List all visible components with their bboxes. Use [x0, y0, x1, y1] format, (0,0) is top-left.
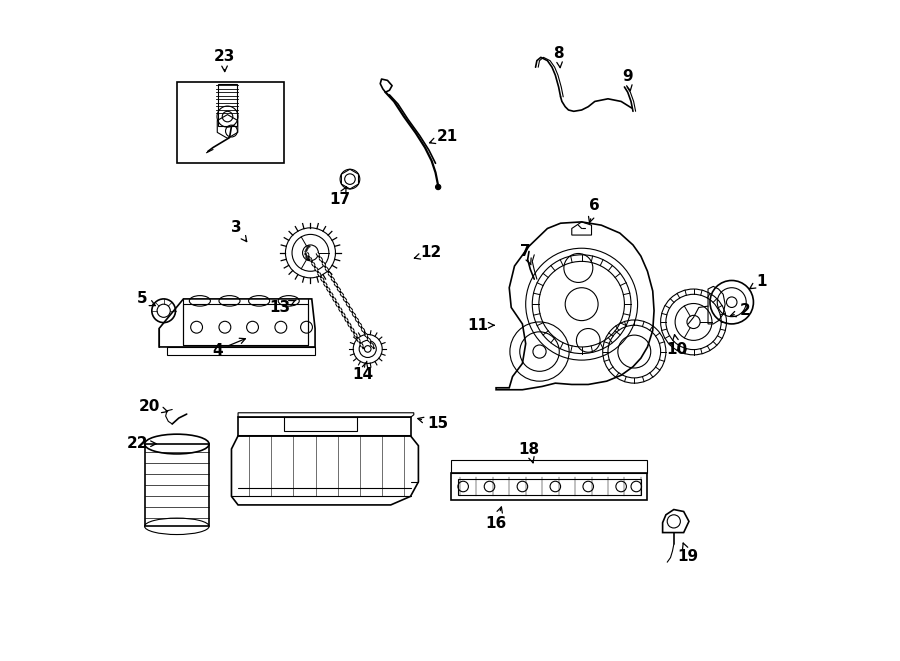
Text: 20: 20 [139, 399, 167, 414]
Text: 6: 6 [589, 198, 600, 223]
Text: 17: 17 [328, 187, 350, 208]
Bar [284, 417, 356, 430]
Text: 11: 11 [467, 318, 494, 332]
Text: 3: 3 [230, 220, 247, 242]
Text: 7: 7 [520, 245, 531, 265]
Text: 21: 21 [429, 129, 458, 144]
Bar [176, 82, 284, 163]
Circle shape [436, 184, 441, 190]
Bar [458, 479, 641, 495]
Text: 1: 1 [750, 274, 767, 289]
Text: 23: 23 [213, 49, 235, 71]
Text: 5: 5 [137, 292, 156, 307]
Text: 19: 19 [678, 543, 698, 564]
Text: 16: 16 [485, 507, 507, 531]
Text: 9: 9 [623, 69, 633, 91]
Text: 15: 15 [418, 416, 448, 432]
Text: 13: 13 [270, 300, 296, 315]
Text: 22: 22 [127, 436, 157, 451]
Text: 2: 2 [731, 303, 751, 318]
Text: 8: 8 [554, 46, 564, 67]
Text: 10: 10 [667, 334, 688, 357]
Text: 4: 4 [212, 338, 246, 358]
Text: 12: 12 [414, 245, 442, 260]
Text: 14: 14 [353, 361, 374, 381]
Text: 18: 18 [518, 442, 539, 463]
